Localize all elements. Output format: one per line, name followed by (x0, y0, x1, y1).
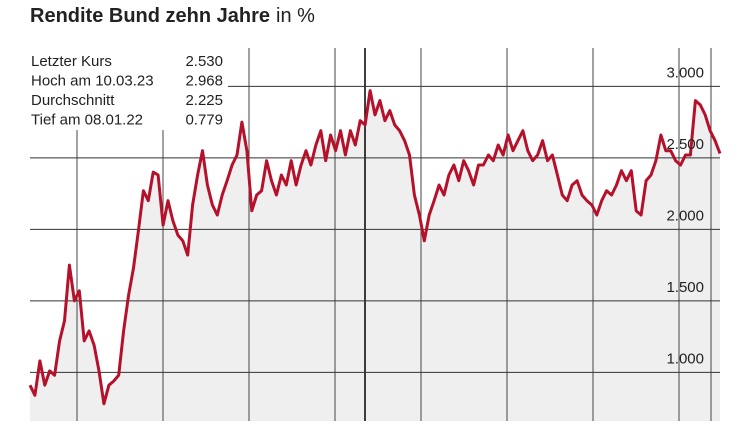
stat-label: Hoch am 10.03.23 (31, 73, 154, 90)
stat-value: 2.530 (185, 53, 223, 70)
stat-label: Durchschnitt (31, 92, 115, 109)
y-tick-label: 1.500 (666, 279, 704, 296)
y-tick-label: 2.000 (666, 207, 704, 224)
title-main: Rendite Bund zehn Jahre (30, 5, 270, 27)
line (28, 89, 722, 406)
area-fill (30, 90, 720, 421)
stat-value: 2.225 (185, 92, 223, 109)
chart-title: Rendite Bund zehn Jahre in % (30, 5, 315, 27)
stats-box (26, 46, 228, 130)
title-unit: in % (276, 5, 315, 27)
y-tick-label: 2.500 (666, 136, 704, 153)
stat-value: 0.779 (185, 112, 223, 129)
stat-label: Letzter Kurs (31, 53, 112, 70)
stat-label: Tief am 08.01.22 (31, 112, 143, 129)
y-tick-label: 3.000 (666, 64, 704, 81)
y-tick-label: 1.000 (666, 350, 704, 367)
stat-value: 2.968 (185, 73, 223, 90)
